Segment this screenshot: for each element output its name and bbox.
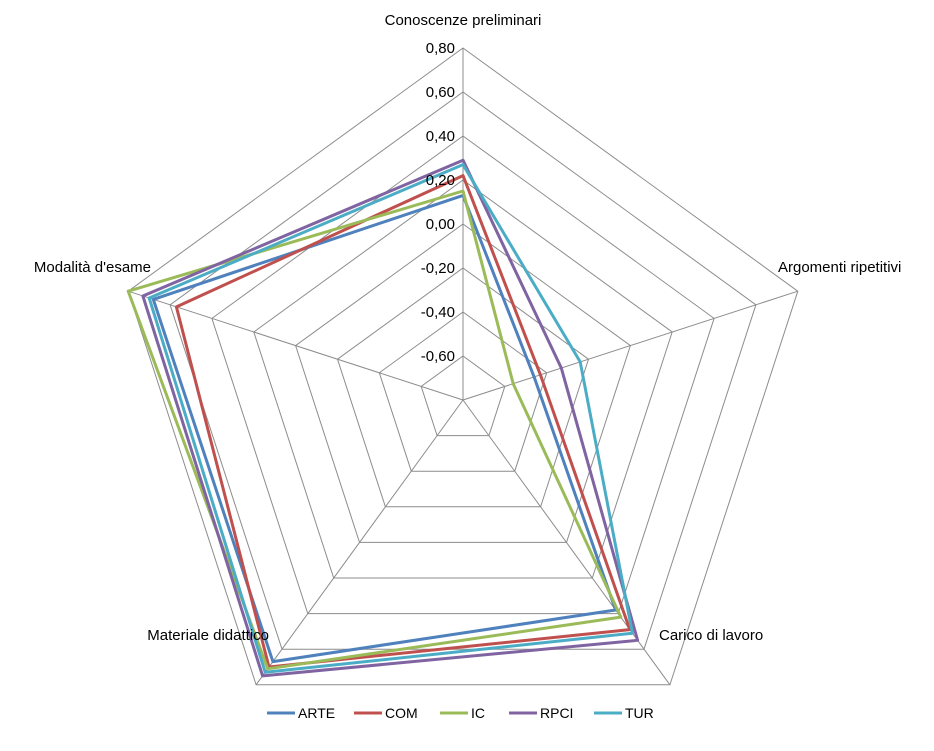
tick-label: 0,20 <box>426 172 455 189</box>
series-line-rpci <box>141 158 640 678</box>
legend-label: RPCI <box>540 705 573 721</box>
legend-label: IC <box>471 705 485 721</box>
grid-ring <box>253 179 673 579</box>
series-line-ic <box>126 189 623 671</box>
grid-ring <box>127 47 799 686</box>
axis-label: Modalità d'esame <box>34 259 151 276</box>
tick-label: 0,00 <box>426 216 455 233</box>
axis-label: Carico di lavoro <box>659 627 763 644</box>
series-line-tur <box>147 163 634 674</box>
tick-label: 0,80 <box>426 40 455 57</box>
legend-label: COM <box>385 705 418 721</box>
grid-ring <box>211 135 715 615</box>
axis-spoke <box>255 399 464 686</box>
tick-label: 0,40 <box>426 128 455 145</box>
legend-label: ARTE <box>298 705 335 721</box>
series-layer <box>126 158 640 678</box>
legend: ARTE COM IC RPCI TUR <box>267 705 654 721</box>
grid-ring <box>295 223 631 543</box>
tick-label: -0,60 <box>421 348 455 365</box>
axis-spoke <box>462 290 798 401</box>
axis-label: Argomenti ripetitivi <box>778 259 901 276</box>
grid-ring <box>336 267 590 508</box>
series-line-arte <box>151 193 618 664</box>
tick-label: -0,40 <box>421 304 455 321</box>
tick-label: 0,60 <box>426 84 455 101</box>
tick-label: -0,20 <box>421 260 455 277</box>
axis-labels: Conoscenze preliminari Argomenti ripetiti… <box>34 12 901 644</box>
grid-ring <box>420 355 506 437</box>
series-line-com <box>174 174 632 669</box>
axis-label: Conoscenze preliminari <box>385 12 542 29</box>
axis-label: Materiale didattico <box>147 627 269 644</box>
legend-label: TUR <box>625 705 654 721</box>
tick-labels: -0,60 -0,40 -0,20 0,00 0,20 0,40 0,60 0,80 <box>421 40 455 365</box>
axis-spoke <box>128 290 464 401</box>
grid-layer <box>127 47 799 686</box>
grid-ring <box>378 311 548 472</box>
